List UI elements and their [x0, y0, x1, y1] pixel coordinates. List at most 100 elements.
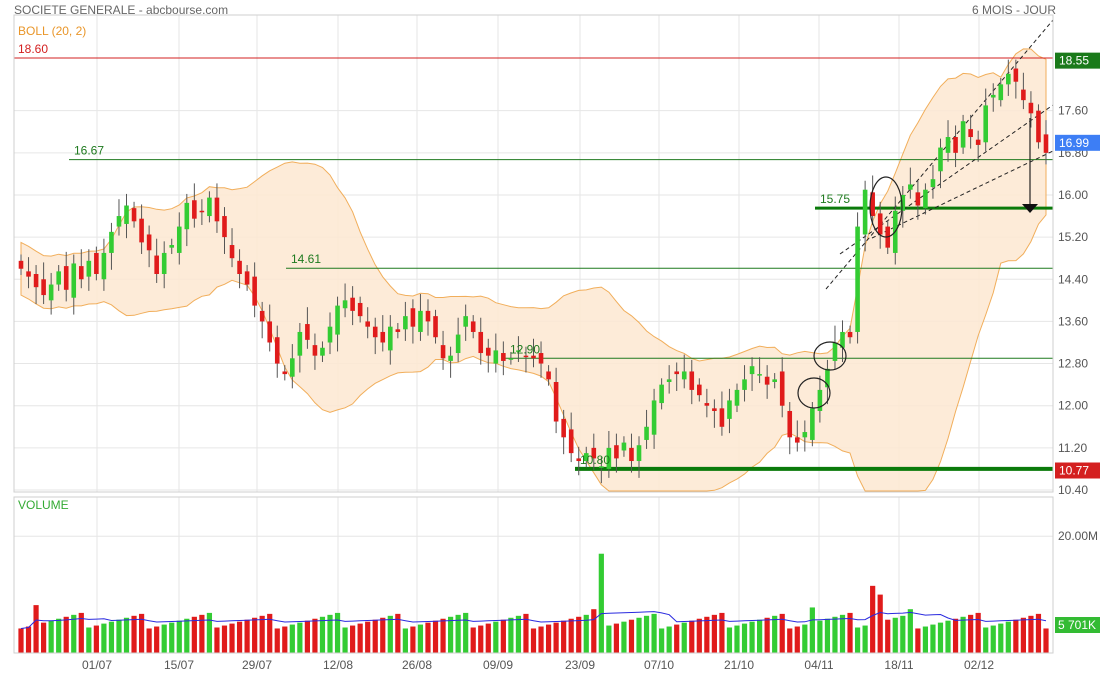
- volume-bar: [282, 626, 288, 653]
- candle-body: [855, 226, 860, 332]
- volume-bar: [545, 624, 552, 653]
- volume-bar: [1005, 621, 1011, 653]
- volume-bar: [817, 620, 823, 653]
- volume-bar: [809, 607, 815, 653]
- candle-body: [26, 271, 31, 277]
- candle-body: [802, 432, 808, 438]
- candle-body: [704, 403, 710, 406]
- y-tick-label: 16.00: [1058, 188, 1088, 202]
- candle-body: [380, 331, 386, 343]
- candle-body: [983, 105, 989, 143]
- volume-bar: [606, 625, 612, 653]
- candle-body: [131, 208, 137, 222]
- volume-bar: [930, 624, 936, 653]
- candle-body: [749, 366, 755, 375]
- volume-bar: [432, 620, 439, 653]
- candle-body: [908, 184, 913, 190]
- candle-body: [960, 121, 966, 148]
- candle-body: [440, 345, 446, 359]
- volume-bar: [794, 626, 800, 653]
- candle-body: [33, 274, 39, 288]
- volume-bar: [470, 627, 476, 653]
- level-label: 14.61: [291, 252, 321, 266]
- volume-bar: [342, 627, 348, 653]
- candle-body: [388, 326, 393, 351]
- volume-bar: [463, 612, 469, 653]
- volume-bar: [952, 618, 959, 653]
- volume-bar: [847, 612, 853, 653]
- volume-tick-label: 20.00M: [1058, 529, 1098, 543]
- candle-body: [282, 371, 288, 375]
- volume-bar: [131, 615, 137, 653]
- volume-bar: [643, 615, 650, 653]
- horizontal-levels: [14, 57, 1053, 471]
- candle-body: [659, 384, 664, 404]
- candle-body: [877, 213, 883, 235]
- candle-body: [742, 379, 747, 390]
- candle-body: [244, 271, 250, 285]
- candle-body: [719, 408, 725, 427]
- volume-bar: [666, 626, 672, 653]
- x-tick-label: 12/08: [323, 658, 353, 672]
- volume-bar: [417, 624, 424, 653]
- volume-bar: [711, 614, 717, 653]
- candle-body: [161, 252, 167, 274]
- y-tick-label: 13.60: [1058, 314, 1088, 328]
- volume-bar: [975, 612, 981, 653]
- candle-body: [267, 321, 273, 343]
- candle-body: [523, 355, 529, 358]
- candle-body: [71, 263, 77, 298]
- volume-bar: [387, 615, 393, 653]
- volume-bar: [274, 628, 280, 653]
- volume-bars: [18, 553, 1049, 653]
- candle-body: [237, 260, 242, 274]
- x-tick-label: 23/09: [565, 658, 595, 672]
- volume-bar: [885, 619, 891, 653]
- candle-body: [448, 355, 453, 361]
- candle-body: [146, 234, 152, 251]
- candle-body: [259, 310, 265, 322]
- candle-body: [568, 429, 574, 454]
- volume-bar: [508, 617, 514, 653]
- candle-body: [599, 466, 604, 468]
- candle-body: [508, 358, 514, 360]
- axes: 01/07 15/07 29/07 12/08 26/08 09/09 23/09 07/10…: [13, 14, 1098, 672]
- candle-body: [674, 371, 679, 375]
- volume-bar: [523, 613, 529, 653]
- candle-body: [870, 192, 875, 217]
- volume-bar: [161, 624, 167, 653]
- candle-body: [478, 331, 484, 354]
- volume-bar: [41, 622, 47, 653]
- candle-body: [764, 376, 770, 385]
- candle-body: [501, 353, 506, 361]
- candle-body: [1043, 134, 1049, 153]
- volume-bar: [350, 625, 356, 653]
- candle-body: [169, 245, 175, 248]
- volume-bar: [485, 623, 491, 653]
- candle-body: [470, 321, 476, 332]
- volume-bar: [576, 616, 582, 653]
- candle-body: [1028, 102, 1034, 114]
- volume-bar: [123, 617, 130, 653]
- candle-body: [779, 371, 785, 406]
- volume-bar: [71, 614, 77, 653]
- candle-body: [644, 426, 649, 440]
- candle-body: [787, 410, 793, 438]
- volume-bar: [945, 620, 951, 653]
- candle-body: [342, 300, 348, 309]
- volume-bar: [1020, 617, 1026, 653]
- volume-bar: [1028, 615, 1034, 653]
- price-frame: [13, 14, 1054, 493]
- candle-body: [990, 94, 996, 98]
- level-label: 12.90: [510, 342, 540, 356]
- volume-bar: [259, 615, 265, 653]
- candle-body: [553, 382, 559, 422]
- candle-body: [222, 216, 227, 238]
- candle-body: [18, 260, 24, 269]
- volume-bar: [1035, 613, 1042, 653]
- volume-bar: [93, 625, 99, 653]
- volume-bar: [312, 618, 318, 653]
- volume-bar: [1013, 619, 1019, 653]
- candle-body: [606, 447, 612, 469]
